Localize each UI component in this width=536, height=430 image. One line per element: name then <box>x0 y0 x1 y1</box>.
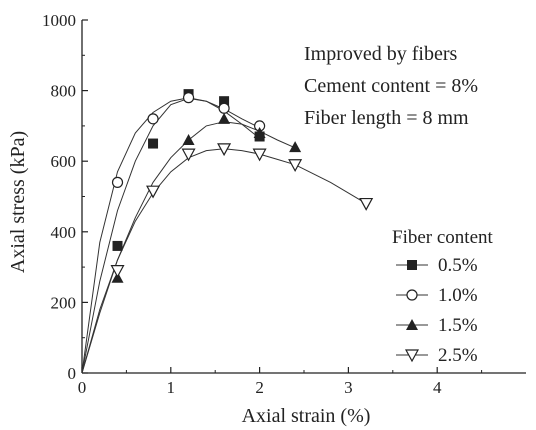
y-tick-label: 1000 <box>42 11 76 30</box>
y-tick-label: 200 <box>51 293 77 312</box>
data-point-series-3 <box>218 112 231 124</box>
annotation-line-3: Fiber length = 8 mm <box>304 107 469 129</box>
data-point-series-1 <box>112 240 123 251</box>
legend-title: Fiber content <box>392 227 494 248</box>
data-point-series-3 <box>289 141 302 153</box>
legend-marker-3 <box>406 319 418 330</box>
data-point-series-3 <box>182 134 195 146</box>
ticks: 0 1 2 3 4 0 200 400 600 800 1000 <box>42 11 483 397</box>
x-tick-label: 3 <box>344 378 353 397</box>
x-tick-label: 4 <box>433 378 442 397</box>
y-tick-label: 0 <box>68 364 77 383</box>
legend-label-4: 2.5% <box>438 345 478 366</box>
data-point-series-4 <box>181 148 196 162</box>
data-point-series-2 <box>182 92 195 104</box>
y-tick-label: 800 <box>51 82 77 101</box>
data-point-series-4 <box>359 197 374 211</box>
legend-label-2: 1.0% <box>438 285 478 306</box>
x-axis-title: Axial strain (%) <box>242 405 371 427</box>
data-point-series-1 <box>219 96 230 107</box>
series-curves <box>81 97 367 374</box>
annotation-line-2: Cement content = 8% <box>304 75 478 97</box>
legend-marker-1 <box>407 260 417 270</box>
legend-marker-4 <box>404 349 420 363</box>
x-tick-label: 0 <box>78 378 87 397</box>
legend: Fiber content 0.5% 1.0% 1.5% 2.5% <box>392 227 494 366</box>
data-point-series-2 <box>111 176 124 188</box>
data-point-series-2 <box>147 113 159 125</box>
data-point-series-4 <box>110 265 125 278</box>
annotation-block: Improved by fibers Cement content = 8% F… <box>304 43 478 129</box>
data-point-series-3 <box>253 126 266 138</box>
data-point-series-1 <box>148 138 159 149</box>
data-point-series-4 <box>217 143 232 157</box>
series-line-2 <box>81 97 260 374</box>
legend-marker-2 <box>406 289 418 301</box>
series-line-1 <box>81 97 260 374</box>
x-tick-label: 2 <box>255 378 264 397</box>
data-point-series-4 <box>146 185 161 199</box>
y-tick-label: 600 <box>51 152 77 171</box>
series-markers <box>110 89 374 283</box>
legend-label-3: 1.5% <box>438 315 478 336</box>
series-line-4 <box>81 148 367 374</box>
data-point-series-4 <box>288 159 303 172</box>
data-point-series-2 <box>218 102 230 114</box>
y-axis-title: Axial stress (kPa) <box>7 131 29 273</box>
data-point-series-4 <box>252 148 267 162</box>
y-tick-label: 400 <box>51 223 77 242</box>
annotation-line-1: Improved by fibers <box>304 43 458 65</box>
x-tick-label: 1 <box>167 378 176 397</box>
legend-label-1: 0.5% <box>438 255 478 276</box>
